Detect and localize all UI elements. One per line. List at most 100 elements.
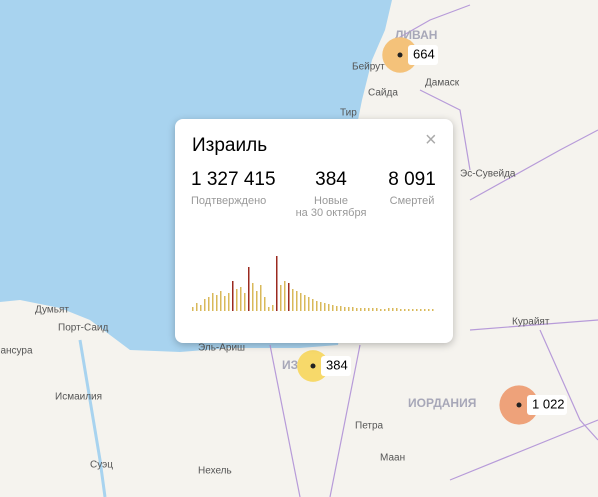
marker-label: 1 022	[532, 396, 565, 411]
bar	[368, 308, 370, 311]
bar	[416, 309, 418, 311]
stat: 8 091 Смертей	[381, 169, 443, 207]
place-label: Нехель	[198, 466, 232, 477]
bar	[396, 308, 398, 311]
bar	[376, 308, 378, 311]
bar	[200, 305, 202, 311]
bar	[388, 308, 390, 311]
place-label: ИОРДАНИЯ	[408, 396, 476, 410]
bar	[252, 283, 254, 311]
place-label: Исмаилия	[55, 392, 102, 403]
stat: 384 Новые на 30 октября	[285, 169, 377, 219]
bar	[408, 309, 410, 311]
popup-title: Израиль	[192, 135, 268, 156]
bar	[212, 293, 214, 311]
marker-dot	[310, 363, 316, 369]
bar	[240, 287, 242, 311]
bar	[328, 304, 330, 311]
place-label: Суэц	[90, 460, 113, 471]
bar	[304, 295, 306, 311]
bar	[284, 281, 286, 311]
stat: 1 327 415 Подтверждено	[191, 169, 277, 207]
bar	[420, 309, 422, 311]
stat-number: 8 091	[388, 169, 436, 190]
bar	[292, 289, 294, 311]
bar	[288, 283, 290, 311]
bar	[364, 308, 366, 311]
bar	[236, 289, 238, 311]
bar	[392, 308, 394, 311]
bar	[404, 309, 406, 311]
marker-dot	[397, 52, 403, 58]
bar	[228, 293, 230, 311]
marker-dot	[516, 402, 522, 408]
place-label: Тир	[340, 108, 357, 119]
bar	[324, 303, 326, 311]
bar	[264, 297, 266, 311]
bar	[336, 306, 338, 311]
place-label: Сайда	[368, 88, 398, 99]
close-button[interactable]: ×	[425, 129, 437, 151]
bar	[272, 305, 274, 311]
marker-label: 384	[326, 357, 348, 372]
bar	[400, 309, 402, 311]
bar	[352, 307, 354, 311]
sparkline	[192, 256, 434, 311]
bar	[312, 299, 314, 311]
bar	[432, 309, 434, 311]
bar	[208, 297, 210, 311]
stat-sub: на 30 октября	[295, 207, 367, 219]
stat-label: Новые	[314, 195, 348, 207]
place-label: Думьят	[35, 305, 69, 316]
bar	[296, 291, 298, 311]
marker-label: 664	[413, 46, 435, 61]
bar	[204, 299, 206, 311]
bar	[412, 309, 414, 311]
bar	[232, 281, 234, 311]
bar	[196, 303, 198, 311]
bar	[300, 293, 302, 311]
bar	[192, 307, 194, 311]
bar	[308, 297, 310, 311]
bar	[260, 285, 262, 311]
place-label: Маан	[380, 453, 405, 464]
bar	[276, 256, 278, 311]
place-label: Курайят	[512, 317, 550, 328]
bar	[280, 285, 282, 311]
bar	[216, 295, 218, 311]
bar	[244, 293, 246, 311]
marker-badge	[527, 395, 567, 415]
bar	[424, 309, 426, 311]
marker-badge	[321, 356, 351, 376]
place-label: Эль-Ариш	[198, 343, 245, 354]
bar	[372, 308, 374, 311]
place-label: Бейрут	[352, 62, 385, 73]
place-label: Мансура	[0, 346, 33, 357]
bar	[340, 306, 342, 311]
place-label: Эс-Сувейда	[460, 169, 516, 180]
bar	[356, 308, 358, 311]
bar	[428, 309, 430, 311]
bar	[380, 309, 382, 311]
bar	[268, 307, 270, 311]
marker-badge	[408, 45, 438, 65]
stat-number: 384	[315, 169, 347, 190]
bar	[248, 267, 250, 311]
place-label: Порт-Саид	[58, 323, 108, 334]
bar	[256, 291, 258, 311]
bar	[220, 291, 222, 311]
stat-label: Смертей	[389, 195, 435, 207]
popup: Израиль × 1 327 415 Подтверждено 384 Новые…	[175, 119, 453, 343]
place-label: Дамаск	[425, 78, 460, 89]
bar	[316, 301, 318, 311]
stat-number: 1 327 415	[191, 169, 276, 190]
bar	[344, 307, 346, 311]
bar	[348, 307, 350, 311]
bar	[332, 305, 334, 311]
bar	[360, 308, 362, 311]
place-label: Петра	[355, 421, 384, 432]
bar	[384, 309, 386, 311]
bar	[224, 296, 226, 311]
stat-label: Подтверждено	[191, 195, 267, 207]
